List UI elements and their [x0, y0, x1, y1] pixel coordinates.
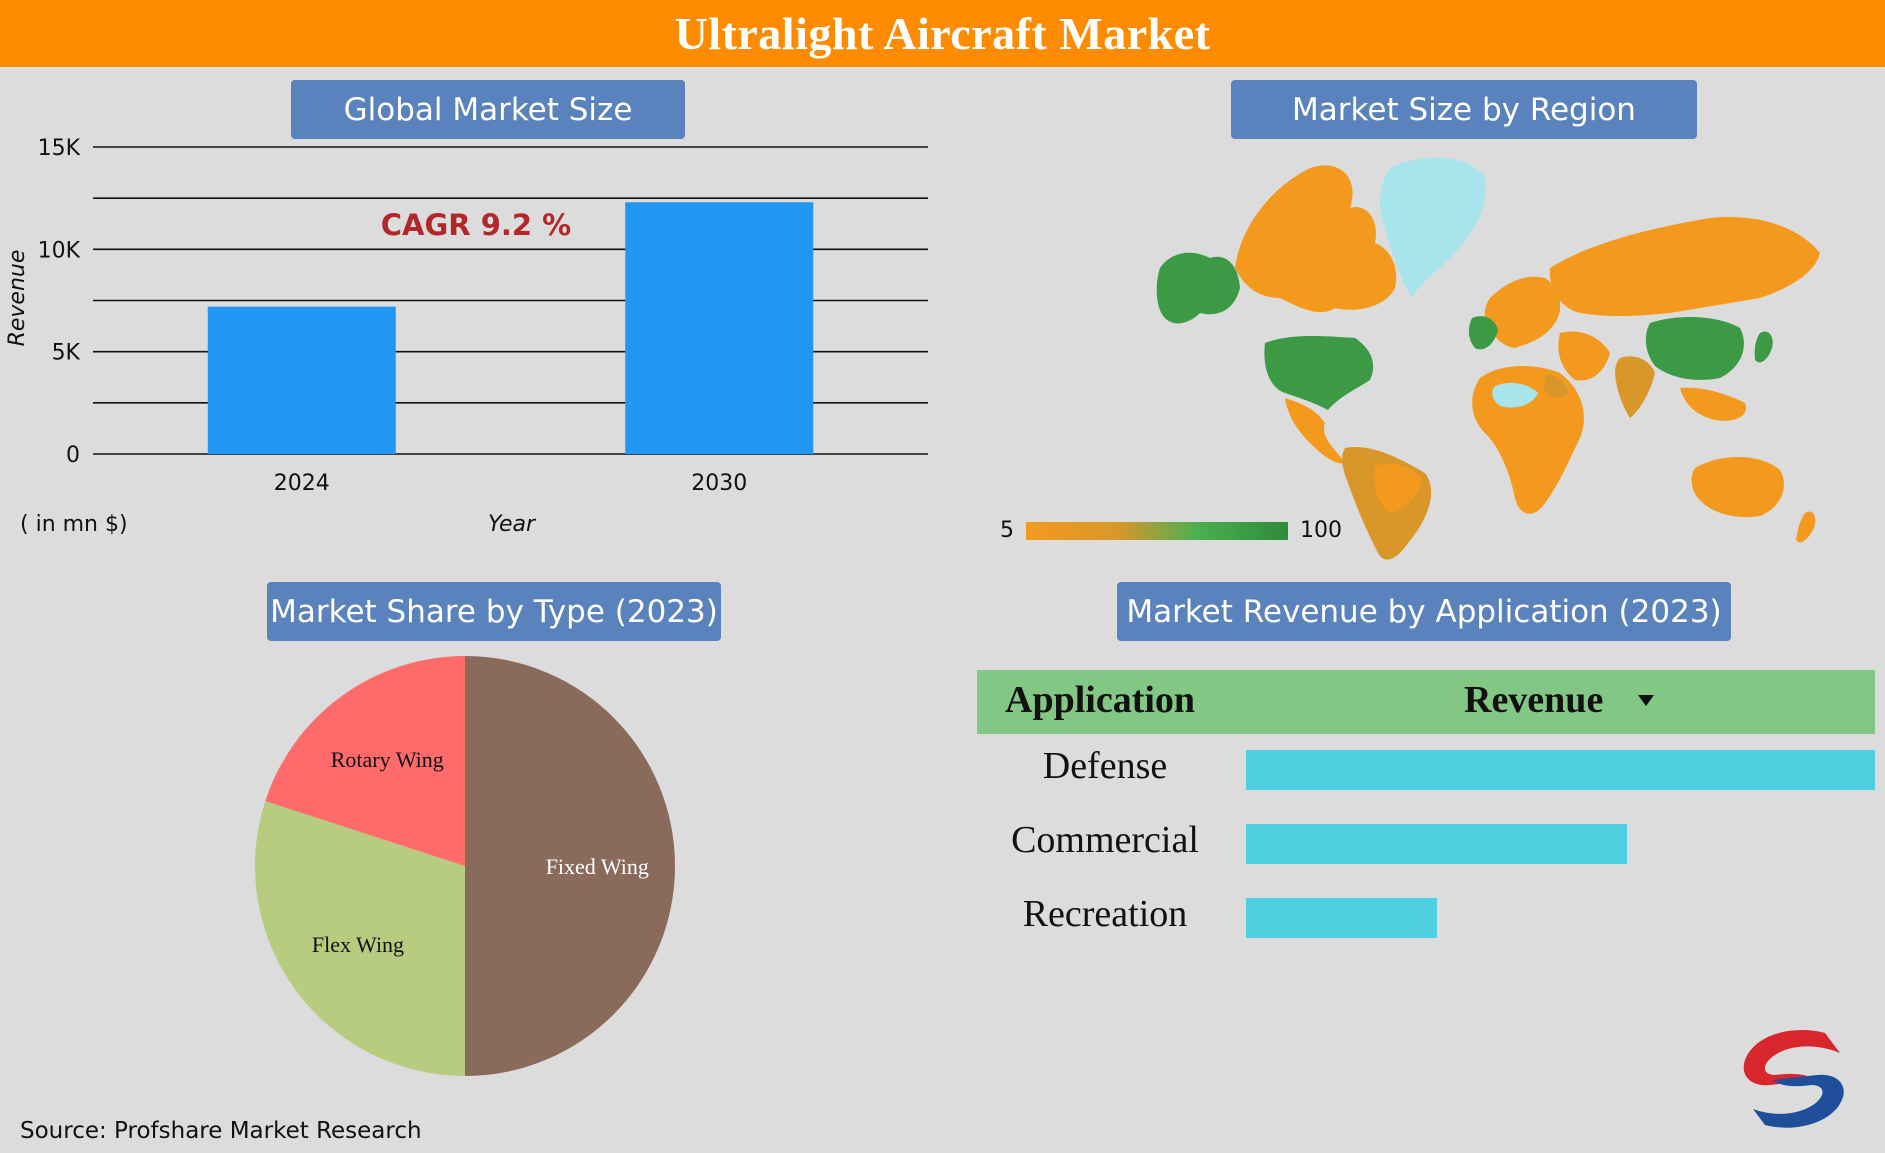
y-tick-label: 5K: [52, 341, 81, 366]
world-choropleth-map: [1156, 157, 1820, 560]
map-legend-min: 5: [1000, 518, 1014, 543]
market-share-pie-chart: Fixed Wing Flex Wing Rotary Wing: [254, 656, 675, 1076]
triangle-down-icon[interactable]: [1637, 694, 1655, 708]
map-region-middle-east: [1558, 331, 1610, 381]
map-region-usa: [1264, 335, 1374, 410]
row-label-commercial: Commercial: [1011, 819, 1199, 861]
pie-slice-fixed-wing: [465, 656, 675, 1076]
market-share-by-type-title: Market Share by Type (2023): [267, 582, 721, 641]
map-region-russia: [1549, 217, 1820, 317]
map-region-greenland: [1380, 157, 1486, 298]
page-title: Ultralight Aircraft Market: [674, 8, 1211, 59]
market-revenue-by-application-title: Market Revenue by Application (2023): [1117, 582, 1731, 641]
map-region-japan: [1754, 331, 1773, 363]
map-region-western-europe: [1468, 316, 1498, 350]
bar-2024: [207, 306, 396, 454]
profshare-logo: [1743, 1030, 1844, 1128]
bar-2030: [625, 202, 814, 454]
y-tick-label: 15K: [38, 136, 81, 161]
map-region-australia: [1691, 456, 1784, 518]
application-table-header: Application Revenue: [977, 670, 1875, 734]
source-note: Source: Profshare Market Research: [20, 1118, 422, 1144]
revenue-column-header[interactable]: Revenue: [1464, 679, 1604, 721]
x-tick-label: 2024: [274, 471, 330, 496]
unit-label: ( in mn $): [20, 512, 128, 537]
map-region-southeast-asia: [1680, 387, 1746, 421]
map-region-sahara: [1492, 382, 1538, 408]
y-tick-label: 10K: [38, 238, 81, 263]
map-legend-gradient: [1026, 522, 1288, 540]
revenue-bar-commercial: [1246, 824, 1627, 864]
global-market-size-chart: 0 5K 10K 15K 2024 2030 CAGR 9.2 % Revenue: [5, 136, 928, 496]
map-legend-max: 100: [1300, 518, 1342, 543]
pie-label-flex-wing: Flex Wing: [312, 932, 404, 957]
header-banner: Ultralight Aircraft Market: [0, 0, 1885, 67]
map-region-egypt: [1544, 375, 1568, 398]
map-region-central-america: [1285, 398, 1345, 464]
pie-label-fixed-wing: Fixed Wing: [546, 854, 649, 879]
market-size-by-region-title: Market Size by Region: [1231, 80, 1697, 139]
map-region-alaska: [1156, 252, 1240, 324]
row-label-recreation: Recreation: [1022, 893, 1188, 935]
y-axis-label: Revenue: [5, 250, 30, 347]
pie-label-rotary-wing: Rotary Wing: [331, 747, 444, 772]
row-label-defense: Defense: [1042, 745, 1168, 787]
y-tick-label: 0: [66, 443, 80, 468]
map-region-europe: [1484, 276, 1561, 348]
cagr-label: CAGR 9.2 %: [381, 208, 571, 242]
revenue-bar-defense: [1246, 750, 1875, 790]
map-region-new-zealand: [1796, 511, 1816, 543]
x-tick-label: 2030: [691, 471, 747, 496]
map-region-brazil: [1374, 463, 1422, 513]
map-region-india: [1615, 356, 1655, 418]
pie-slice-flex-wing: [254, 801, 465, 1076]
revenue-bar-recreation: [1246, 898, 1437, 938]
global-market-size-title: Global Market Size: [291, 80, 685, 139]
x-axis-label: Year: [488, 512, 536, 537]
application-column-header[interactable]: Application: [1005, 679, 1196, 721]
pie-slice-rotary-wing: [265, 656, 465, 866]
map-region-canada: [1235, 165, 1397, 313]
map-region-china: [1645, 316, 1744, 380]
